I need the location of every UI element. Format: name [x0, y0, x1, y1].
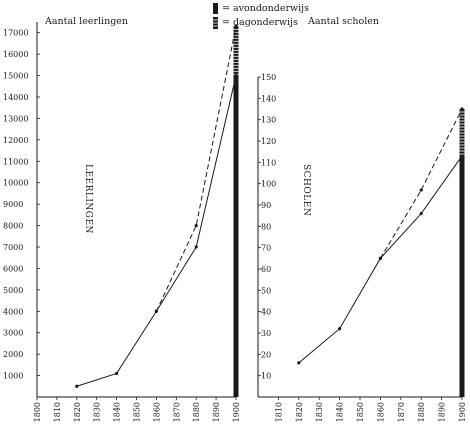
chart-pupils-x-tick-label: 1850: [133, 402, 142, 422]
chart-pupils-series-evening: [155, 26, 237, 312]
chart-pupils-y-tick-label: 13000: [3, 114, 28, 123]
chart-pupils-point: [75, 384, 79, 388]
chart-pupils-x-tick-label: 1800: [33, 402, 42, 422]
chart-schools-y-tick-label: 20: [261, 350, 271, 359]
chart-pupils-point: [234, 24, 238, 28]
chart-schools-title: Aantal scholen: [307, 16, 379, 27]
chart-pupils-x-tick-label: 1840: [113, 402, 122, 422]
chart-schools-y-tick-label: 40: [261, 308, 271, 317]
chart-pupils-point: [115, 371, 119, 376]
chart-pupils-x-ticks: 1800 1810 1820 1830 1840 1850 1860 1870 1880 1890…: [33, 397, 241, 422]
chart-pupils-y-tick-label: 7000: [3, 243, 23, 252]
chart-schools-y-tick-label: 90: [261, 201, 271, 210]
chart-schools-y-tick-label: 140: [261, 94, 276, 103]
chart-pupils-point: [194, 223, 198, 228]
chart-schools-series-evening: [379, 108, 463, 259]
legend-label-day: = dagonderwijs: [222, 17, 298, 28]
chart-schools-y-tick-label: 110: [261, 158, 276, 167]
legend: = avondonderwijs = dagonderwijs: [213, 3, 309, 29]
chart-pupils-y-tick-label: 12000: [3, 136, 28, 145]
chart-pupils-y-tick-label: 15000: [3, 72, 28, 81]
chart-schools-y-tick-label: 10: [261, 372, 271, 381]
chart-schools-y-tick-label: 150: [261, 73, 276, 82]
chart-pupils-bar: [233, 26, 239, 398]
chart-schools-y-tick-label: 120: [261, 137, 276, 146]
chart-schools-point: [378, 256, 382, 260]
chart-pupils-y-ticks: 1000 2000 3000 4000 5000 6000 7000 8000 9000 1000…: [3, 29, 40, 381]
chart-schools-point: [419, 211, 423, 216]
chart-pupils-y-tick-label: 6000: [3, 264, 23, 273]
chart-pupils-x-tick-label: 1870: [172, 402, 181, 422]
chart-schools-x-tick-label: 1880: [417, 402, 426, 422]
chart-pupils-x-tick-label: 1880: [192, 402, 201, 422]
chart-pupils-x-tick-label: 1900: [232, 402, 241, 422]
chart-schools-y-tick-label: 30: [261, 329, 271, 338]
chart-pupils: Aantal leerlingen LEERLINGEN 1000 2000 300…: [3, 16, 241, 422]
chart-schools-y-tick-label: 130: [261, 116, 276, 125]
chart-schools: Aantal scholen SCHOLEN 10 20 30 40 50 60 70 80 9…: [257, 16, 467, 422]
chart-schools-x-tick-label: 1870: [397, 402, 406, 422]
chart-pupils-y-tick-label: 2000: [3, 350, 23, 359]
chart-pupils-series-day: [76, 75, 237, 387]
chart-pupils-y-tick-label: 1000: [3, 372, 23, 381]
chart-schools-point: [297, 361, 301, 365]
chart-pupils-y-tick-label: 3000: [3, 329, 23, 338]
chart-schools-x-tick-label: 1820: [295, 402, 304, 422]
chart-pupils-y-tick-label: 16000: [3, 50, 28, 59]
chart-schools-x-tick-label: 1840: [336, 402, 345, 422]
chart-schools-y-tick-label: 60: [261, 265, 271, 274]
chart-schools-point: [460, 154, 464, 158]
chart-schools-bar: [459, 109, 465, 397]
chart-schools-y-ticks: 10 20 30 40 50 60 70 80 90 100 110 120 130 140 150: [258, 73, 276, 381]
chart-pupils-total-bar: [233, 26, 239, 398]
chart-schools-y-tick-label: 70: [261, 244, 271, 253]
chart-pupils-y-tick-label: 17000: [3, 29, 28, 38]
chart-schools-x-ticks: 1810 1820 1830 1840 1850 1860 1870 1880 1890 1900: [274, 397, 467, 422]
chart-schools-x-tick-label: 1890: [438, 402, 447, 422]
chart-schools-total-bar: [459, 109, 465, 397]
chart-pupils-y-tick-label: 5000: [3, 286, 23, 295]
chart-schools-y-tick-label: 50: [261, 286, 271, 295]
chart-pupils-series: [75, 24, 238, 388]
chart-schools-axes: [257, 77, 462, 398]
chart-pupils-axes: [36, 22, 236, 398]
chart-schools-y-tick-label: 80: [261, 222, 271, 231]
chart-schools-ylabel: SCHOLEN: [301, 164, 311, 216]
chart-pupils-point: [194, 245, 198, 249]
chart-schools-y-tick-label: 100: [261, 180, 276, 189]
chart-pupils-y-tick-label: 9000: [3, 200, 23, 209]
chart-schools-x-tick-label: 1860: [376, 402, 385, 422]
chart-pupils-x-tick-label: 1820: [73, 402, 82, 422]
legend-label-evening: = avondonderwijs: [222, 3, 309, 14]
chart-pupils-x-tick-label: 1860: [152, 402, 161, 422]
legend-swatch-day: [213, 17, 218, 29]
chart-schools-series: [297, 107, 464, 365]
chart-schools-x-tick-label: 1830: [315, 402, 324, 422]
chart-pupils-y-tick-label: 11000: [3, 157, 28, 166]
chart-pupils-point: [154, 309, 158, 313]
chart-schools-point: [338, 327, 342, 331]
chart-schools-point: [460, 107, 464, 111]
chart-schools-x-tick-label: 1850: [356, 402, 365, 422]
chart-pupils-title: Aantal leerlingen: [44, 16, 128, 27]
chart-schools-point: [419, 188, 423, 192]
chart-schools-x-tick-label: 1810: [274, 402, 283, 422]
chart-pupils-y-tick-label: 8000: [3, 222, 23, 231]
chart-schools-x-tick-label: 1900: [458, 402, 467, 422]
chart-pupils-x-tick-label: 1890: [212, 402, 221, 422]
chart-pupils-y-tick-label: 4000: [3, 307, 23, 316]
legend-swatch-evening: [213, 3, 218, 14]
chart-pupils-y-tick-label: 14000: [3, 93, 28, 102]
chart-pupils-point: [234, 73, 238, 78]
chart-pupils-x-tick-label: 1810: [53, 402, 62, 422]
chart-pupils-y-tick-label: 10000: [3, 179, 28, 188]
chart-pupils-ylabel: LEERLINGEN: [83, 164, 93, 234]
chart-pupils-x-tick-label: 1830: [93, 402, 102, 422]
